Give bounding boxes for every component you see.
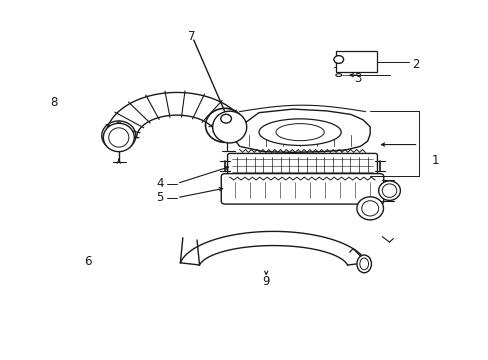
Text: 4: 4	[156, 177, 163, 190]
Ellipse shape	[356, 255, 371, 273]
FancyBboxPatch shape	[336, 51, 377, 72]
Ellipse shape	[212, 111, 246, 143]
Ellipse shape	[103, 123, 134, 152]
Ellipse shape	[378, 181, 400, 201]
Ellipse shape	[333, 55, 343, 63]
Polygon shape	[227, 109, 369, 152]
Text: 1: 1	[431, 154, 438, 167]
Text: 6: 6	[83, 255, 91, 268]
Ellipse shape	[221, 114, 231, 123]
Ellipse shape	[356, 197, 383, 220]
Ellipse shape	[335, 74, 341, 77]
Polygon shape	[180, 231, 366, 265]
FancyBboxPatch shape	[227, 153, 377, 178]
Text: 8: 8	[50, 95, 57, 108]
FancyBboxPatch shape	[221, 174, 383, 204]
Ellipse shape	[259, 119, 341, 145]
Text: 5: 5	[156, 191, 163, 204]
Ellipse shape	[275, 123, 324, 141]
Text: 2: 2	[411, 58, 419, 71]
Ellipse shape	[382, 184, 396, 197]
Text: 9: 9	[262, 275, 269, 288]
Ellipse shape	[359, 258, 368, 270]
Ellipse shape	[361, 201, 378, 216]
Text: 7: 7	[187, 30, 195, 43]
Text: 3: 3	[354, 72, 361, 85]
Ellipse shape	[108, 128, 129, 147]
